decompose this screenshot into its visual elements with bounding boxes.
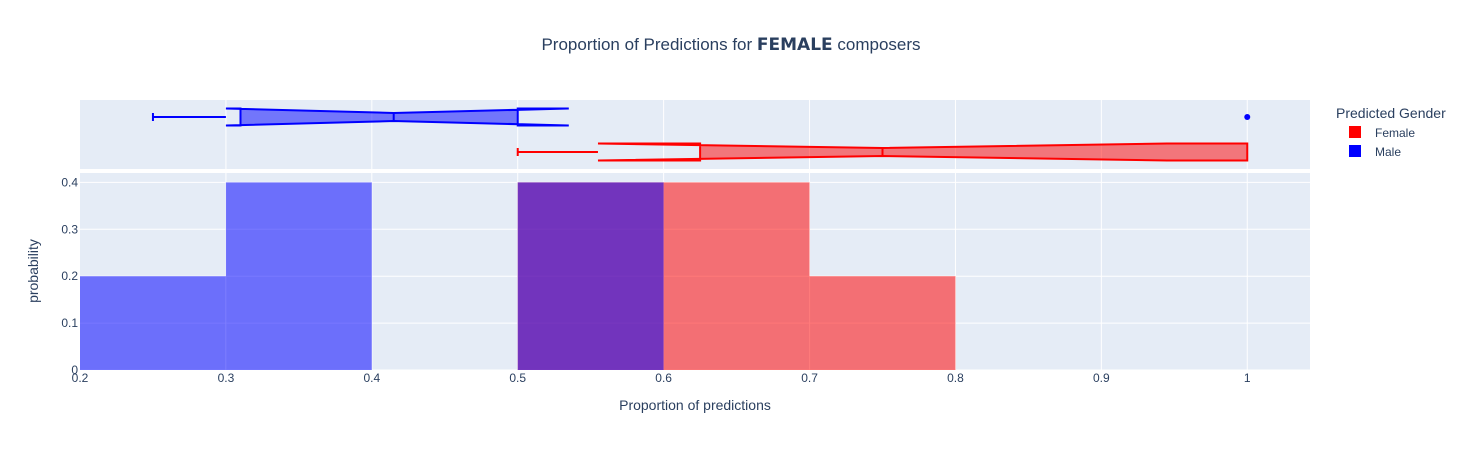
- legend-title: Predicted Gender: [1336, 105, 1446, 121]
- chart-title-highlight: FEMALE: [757, 35, 833, 55]
- histogram-bar-male: [225, 182, 372, 370]
- histogram-bar-male: [517, 182, 664, 370]
- legend-item-male[interactable]: Male: [1349, 145, 1401, 159]
- x-tick-label: 0.6: [655, 371, 672, 385]
- legend: Predicted Gender Female Male: [1336, 105, 1446, 159]
- y-tick-label: 0.2: [61, 269, 78, 283]
- histogram-bar-female: [809, 276, 956, 370]
- histogram-bar-female: [663, 182, 810, 370]
- histogram-bars: [80, 182, 956, 370]
- y-tick-label: 0.4: [61, 175, 78, 189]
- y-tick-label: 0.3: [61, 222, 78, 236]
- axis-ticks: 0.2 0.3 0.4 0.5 0.6 0.7 0.8 0.9 1 0 0.1 0.2 0.3 0.4: [61, 175, 1251, 385]
- chart-title-prefix: Proportion of Predictions for: [541, 35, 756, 54]
- legend-swatch-female: [1349, 126, 1361, 138]
- chart-title-suffix: composers: [833, 35, 921, 54]
- y-axis-label: probability: [25, 239, 41, 303]
- x-tick-label: 0.8: [947, 371, 964, 385]
- box-outlier-male: [1244, 114, 1251, 120]
- chart-title: Proportion of Predictions for FEMALE com…: [541, 35, 920, 55]
- legend-label-female: Female: [1375, 126, 1415, 140]
- legend-item-female[interactable]: Female: [1349, 126, 1415, 140]
- x-tick-label: 0.7: [801, 371, 818, 385]
- legend-swatch-male: [1349, 145, 1361, 157]
- x-tick-label: 0.5: [509, 371, 526, 385]
- marginal-box-plots: [151, 107, 1251, 162]
- x-tick-label: 0.9: [1093, 371, 1110, 385]
- x-tick-label: 0.2: [72, 371, 89, 385]
- y-tick-label: 0.1: [61, 316, 78, 330]
- box-body-female: [597, 142, 1249, 162]
- y-tick-label: 0: [71, 363, 78, 377]
- box-body-male: [225, 107, 569, 127]
- x-axis-label: Proportion of predictions: [619, 397, 771, 413]
- x-tick-label: 0.3: [218, 371, 235, 385]
- legend-label-male: Male: [1375, 145, 1401, 159]
- histogram-bar-male: [80, 276, 226, 370]
- x-tick-label: 1: [1244, 371, 1251, 385]
- x-tick-label: 0.4: [363, 371, 380, 385]
